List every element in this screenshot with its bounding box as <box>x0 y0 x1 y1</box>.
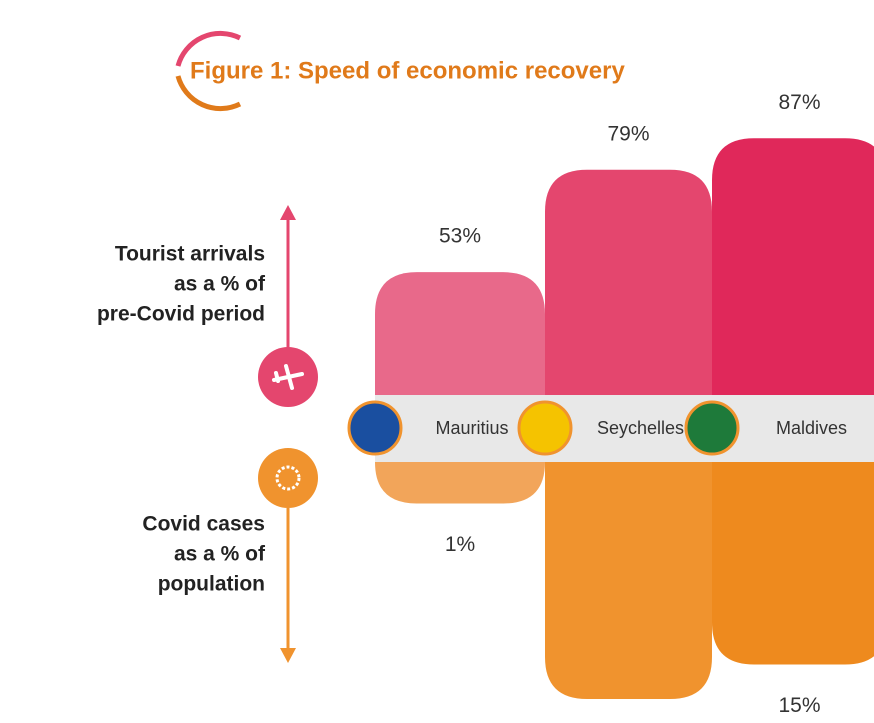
value-label: 1% <box>445 533 475 556</box>
series-label: population <box>158 573 265 596</box>
down-arrow-head <box>280 648 296 663</box>
value-label: 87% <box>778 91 820 114</box>
flag <box>347 400 403 456</box>
value-label: 53% <box>439 225 481 248</box>
title-arc <box>175 75 242 112</box>
bar <box>375 462 545 504</box>
bar <box>712 462 874 665</box>
bar <box>712 138 874 395</box>
bar <box>545 462 712 699</box>
chart-title: Figure 1: Speed of economic recovery <box>190 57 625 84</box>
series-label: pre-Covid period <box>97 303 265 326</box>
labels: 53% 79% 87% Tourist arrivals as a % of pre-Co… <box>97 91 847 717</box>
series-label: Covid cases <box>142 513 265 536</box>
value-label: 79% <box>607 122 649 145</box>
series-label: as a % of <box>174 543 266 566</box>
value-label: 15% <box>778 694 820 717</box>
virus-glyph <box>275 465 301 491</box>
title-arc <box>175 30 242 67</box>
up-arrow-head <box>280 205 296 220</box>
flag <box>684 400 740 456</box>
flag <box>517 400 573 456</box>
category-label: Seychelles <box>597 418 684 438</box>
bar <box>545 169 712 395</box>
bars <box>375 138 874 699</box>
series-label: Tourist arrivals <box>115 243 265 266</box>
virus-icon <box>258 448 318 508</box>
bar <box>375 272 545 395</box>
category-band <box>375 395 874 462</box>
plane-glyph <box>272 364 304 390</box>
category-label: Mauritius <box>435 418 508 438</box>
series-label: as a % of <box>174 273 266 296</box>
category-label: Maldives <box>776 418 847 438</box>
